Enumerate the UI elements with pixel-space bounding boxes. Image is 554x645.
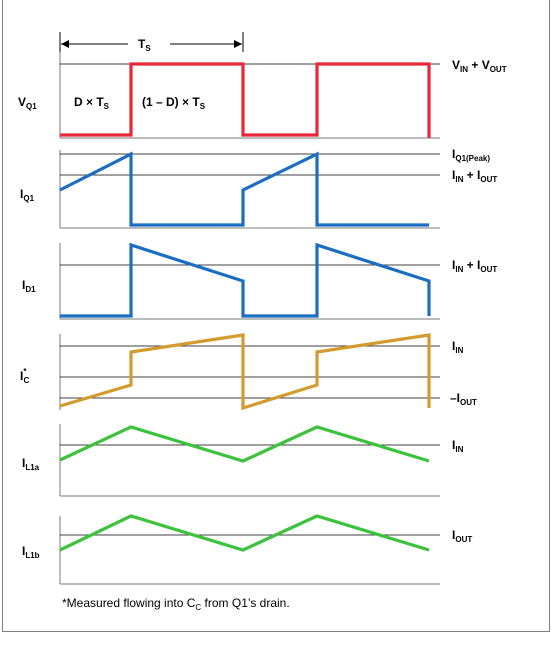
icc-iin-label: IIN bbox=[452, 339, 464, 355]
iq1-waveform bbox=[59, 151, 429, 227]
vq1-waveform bbox=[60, 62, 431, 138]
panel-icc: I* C IIN –IOUT bbox=[20, 333, 477, 411]
icc-iout-label: –IOUT bbox=[450, 391, 477, 407]
vq1-label: VQ1 bbox=[18, 95, 37, 111]
id1-waveform bbox=[60, 242, 431, 318]
period-label: TS bbox=[138, 37, 151, 53]
iq1-mid-label: IIN + IOUT bbox=[452, 168, 497, 184]
panel-vq1: VQ1 D × TS (1 – D) × TS VIN + VOUT bbox=[18, 52, 507, 139]
iq1-peak-label: IQ1(Peak) bbox=[452, 147, 490, 163]
iq1-label: IQ1 bbox=[20, 187, 35, 203]
period-dimension: TS bbox=[59, 32, 244, 53]
footnote: *Measured flowing into CC from Q1’s drai… bbox=[62, 596, 290, 612]
off-interval-label: (1 – D) × TS bbox=[142, 95, 206, 111]
panel-il1a: IL1a IIN bbox=[22, 424, 464, 497]
icc-label: I* C bbox=[20, 367, 29, 385]
il1b-label: IL1b bbox=[22, 544, 40, 560]
il1b-waveform bbox=[59, 514, 430, 552]
il1a-waveform bbox=[59, 425, 430, 463]
il1b-right-label: IOUT bbox=[452, 528, 472, 544]
icc-waveform bbox=[59, 333, 431, 411]
panel-id1: ID1 IIN + IOUT bbox=[22, 242, 497, 320]
id1-label: ID1 bbox=[22, 278, 36, 294]
panel-il1b: IL1b IOUT bbox=[22, 514, 472, 585]
panel-iq1: IQ1 IQ1(Peak) IIN + IOUT bbox=[20, 147, 497, 229]
il1a-label: IL1a bbox=[22, 456, 40, 472]
vin-plus-vout-label: VIN + VOUT bbox=[452, 58, 507, 74]
on-interval-label: D × TS bbox=[74, 95, 110, 111]
il1a-right-label: IIN bbox=[452, 438, 464, 454]
id1-right-label: IIN + IOUT bbox=[452, 258, 497, 274]
figure-frame bbox=[2, 0, 550, 632]
